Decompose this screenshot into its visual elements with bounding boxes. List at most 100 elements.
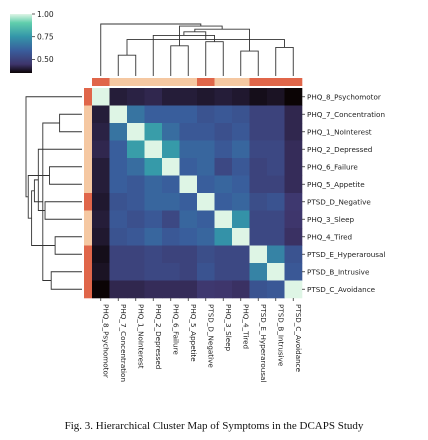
heatmap-cell (232, 140, 250, 159)
row-color-cell (84, 175, 92, 194)
heatmap-cell (284, 175, 303, 194)
heatmap-cell (214, 140, 233, 159)
row-tick-labels: PHQ_8_Psychomotor PHQ_7_Concentration PHQ_… (302, 92, 385, 294)
heatmap-cell (249, 263, 268, 281)
heatmap-cell (144, 263, 163, 281)
heatmap-cell (127, 263, 145, 281)
row-color-cell (84, 245, 92, 264)
heatmap-cell (284, 123, 303, 141)
heatmap-cell (214, 175, 233, 194)
heatmap-cell (249, 228, 268, 246)
heatmap-cell (197, 228, 215, 246)
row-tick-label: PHQ_4_Tired (307, 232, 352, 241)
row-dendrogram-link (44, 201, 82, 220)
heatmap-cell (214, 123, 233, 141)
heatmap-cell (232, 123, 250, 141)
heatmap-cell (127, 88, 145, 106)
heatmap-cell (249, 280, 268, 299)
heatmap-cell (179, 280, 198, 299)
heatmap-cell (109, 193, 128, 211)
heatmap-cell (232, 228, 250, 246)
heatmap-cell (179, 123, 198, 141)
heatmap-cell (232, 158, 250, 176)
column-tick-label: PHQ_3_Sleep (224, 304, 233, 352)
heatmap-cell (127, 158, 145, 176)
heatmap-cell (127, 123, 145, 141)
column-dendrogram-link (170, 45, 189, 76)
heatmap-cell (92, 280, 110, 299)
heatmap-cell (109, 280, 128, 299)
colorbar-tick-label: 0.50 (37, 55, 54, 64)
heatmap-cell (214, 105, 233, 124)
heatmap-cell (179, 245, 198, 264)
heatmap-cell (267, 158, 285, 176)
heatmap-cell (197, 105, 215, 124)
heatmap-cell (162, 175, 180, 194)
heatmap-cell (197, 158, 215, 176)
column-color-cell (109, 78, 128, 86)
heatmap-cell (284, 88, 303, 106)
heatmap-cell (284, 245, 303, 264)
heatmap-cell (232, 88, 250, 106)
heatmap-cell (92, 263, 110, 281)
colorbar-gradient (10, 14, 32, 73)
row-dendrogram-link (31, 190, 56, 246)
row-dendrogram-link (50, 271, 82, 290)
heatmap-cell (109, 88, 128, 106)
heatmap-cell (127, 105, 145, 124)
heatmap-cell (144, 175, 163, 194)
heatmap-cell (92, 228, 110, 246)
heatmap-cell (127, 210, 145, 229)
heatmap-cell (284, 140, 303, 159)
heatmap-cell (267, 123, 285, 141)
heatmap-cell (127, 228, 145, 246)
heatmap-cell (109, 158, 128, 176)
heatmap-cell (144, 193, 163, 211)
column-dendrogram-link (194, 28, 250, 52)
heatmap-cell (179, 158, 198, 176)
heatmap-cell (214, 88, 233, 106)
heatmap-cell (162, 158, 180, 176)
column-color-cell (179, 78, 198, 86)
column-tick-label: PTSD_B_Intrusive (276, 304, 285, 367)
heatmap-cell (232, 105, 250, 124)
heatmap-cell (214, 228, 233, 246)
column-color-cell (214, 78, 233, 86)
heatmap-cell (214, 280, 233, 299)
row-color-cell (84, 193, 92, 211)
heatmap-cell (92, 245, 110, 264)
heatmap-cell (144, 105, 163, 124)
heatmap-cell (232, 263, 250, 281)
row-tick-label: PHQ_5_Appetite (307, 180, 365, 189)
heatmap-cell (284, 210, 303, 229)
heatmap-cell (127, 245, 145, 264)
heatmap-cell (162, 140, 180, 159)
column-color-cell (162, 78, 180, 86)
heatmap-cell (162, 123, 180, 141)
heatmap-cell (232, 210, 250, 229)
row-color-cell (84, 263, 92, 281)
heatmap-cell (92, 175, 110, 194)
heatmap-cell (267, 140, 285, 159)
heatmap-cell (92, 105, 110, 124)
row-tick-label: PHQ_6_Failure (307, 162, 358, 171)
column-tick-label: PTSD_D_Negative (206, 304, 215, 368)
heatmap-cell (249, 105, 268, 124)
heatmap-cell (109, 245, 128, 264)
heatmap-cell (179, 175, 198, 194)
heatmap-cell (214, 210, 233, 229)
column-color-cell (197, 78, 215, 86)
column-tick-label: PHQ_7_Concentration (119, 304, 128, 382)
heatmap-cell (144, 158, 163, 176)
heatmap-cell (92, 193, 110, 211)
heatmap-cell (127, 175, 145, 194)
heatmap-cell (214, 158, 233, 176)
row-color-cell (84, 105, 92, 124)
heatmap-cell (179, 193, 198, 211)
row-dendrogram-link (59, 113, 82, 133)
column-group-colors (92, 78, 303, 86)
heatmap-cell (92, 140, 110, 159)
heatmap-cell (232, 280, 250, 299)
heatmap-cell (144, 210, 163, 229)
heatmap-cell (214, 263, 233, 281)
